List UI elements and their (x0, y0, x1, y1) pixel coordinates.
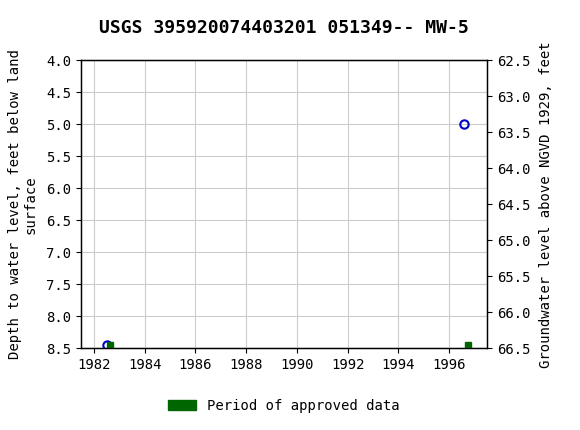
Text: ╳USGS: ╳USGS (12, 9, 66, 30)
Text: USGS 395920074403201 051349-- MW-5: USGS 395920074403201 051349-- MW-5 (99, 19, 469, 37)
Y-axis label: Depth to water level, feet below land
surface: Depth to water level, feet below land su… (8, 49, 38, 359)
Y-axis label: Groundwater level above NGVD 1929, feet: Groundwater level above NGVD 1929, feet (539, 41, 553, 368)
Legend: Period of approved data: Period of approved data (163, 393, 405, 419)
